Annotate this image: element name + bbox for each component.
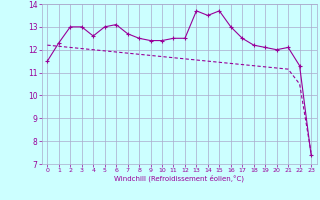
X-axis label: Windchill (Refroidissement éolien,°C): Windchill (Refroidissement éolien,°C): [114, 175, 244, 182]
